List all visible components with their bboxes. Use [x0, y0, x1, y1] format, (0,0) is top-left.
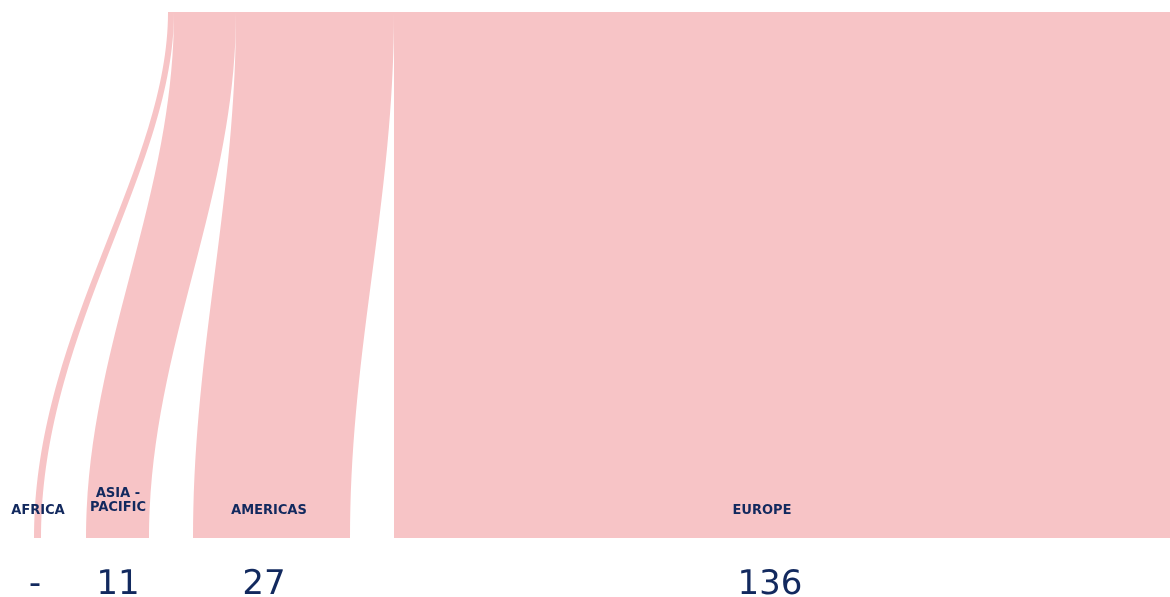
- region-label-americas: AMERICAS: [231, 503, 307, 518]
- region-labels: AFRICA ASIA -PACIFIC AMERICAS EUROPE: [11, 486, 791, 518]
- flow-band-asia-pacific: [86, 12, 236, 538]
- region-value-asia-pacific: 11: [96, 563, 139, 597]
- region-value-americas: 27: [242, 563, 285, 597]
- flow-band-americas: [193, 12, 394, 538]
- region-value-africa: -: [29, 563, 41, 597]
- flow-band-europe: [394, 12, 1170, 538]
- region-label-asia-pacific: ASIA -PACIFIC: [90, 486, 146, 515]
- region-value-europe: 136: [738, 563, 803, 597]
- region-label-europe: EUROPE: [733, 503, 792, 518]
- region-label-africa: AFRICA: [11, 503, 64, 518]
- region-values: - 11 27 136: [29, 563, 803, 597]
- flow-bands: [34, 12, 1170, 538]
